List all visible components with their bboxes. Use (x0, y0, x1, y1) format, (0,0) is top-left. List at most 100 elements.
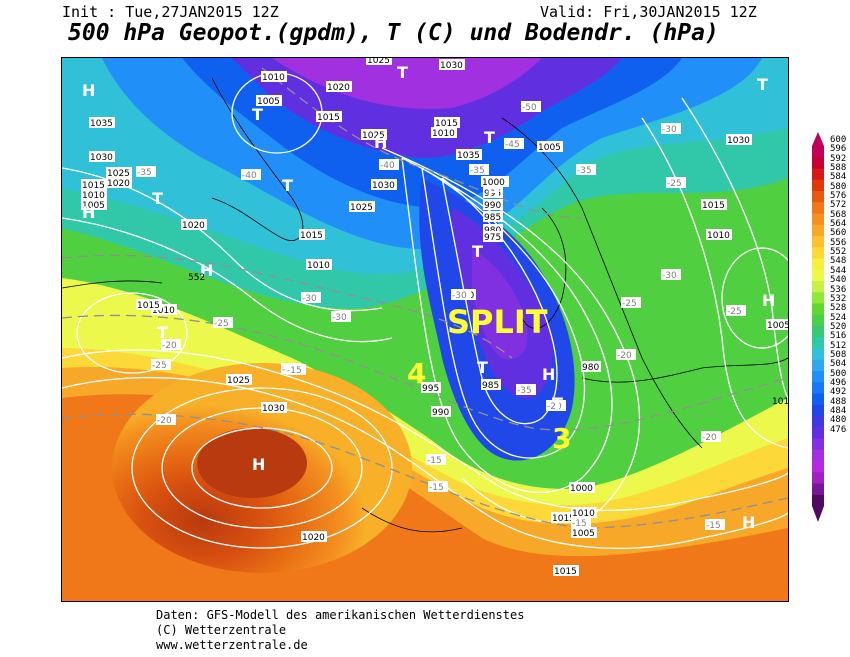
pressure-label: 995 (422, 384, 439, 394)
legend-value: 504 (830, 359, 847, 370)
pressure-label-bg (481, 379, 501, 390)
pressure-label: 1020 (327, 83, 350, 93)
pressure-label-bg (361, 129, 387, 140)
pressure-label-bg (106, 177, 132, 188)
pressure-label-bg (481, 176, 507, 187)
legend-swatch (812, 393, 824, 406)
legend-bottom-arrow (812, 506, 824, 522)
legend-swatch (812, 337, 824, 349)
legend-value: 536 (830, 284, 847, 295)
pressure-label-bg (366, 58, 392, 65)
low-pressure-symbol: T (484, 128, 495, 147)
temperature-label: -35 (470, 166, 485, 176)
annotation-3: 3 (552, 422, 571, 455)
temperature-label-bg (661, 269, 681, 280)
legend-value: 556 (830, 237, 847, 248)
pressure-label-bg (483, 211, 503, 222)
temperature-label: -25 (214, 319, 229, 329)
temperature-label-bg (136, 166, 156, 177)
temperature-label: -15 (706, 521, 721, 531)
legend-value: 588 (830, 163, 847, 174)
legend-swatch (812, 472, 824, 484)
pressure-label-bg (483, 224, 503, 235)
pressure-label-bg (431, 406, 451, 417)
pressure-label-bg (256, 95, 282, 106)
low-pressure-symbol: T (157, 323, 168, 342)
pressure-labels: 1035103010251020101510101005101010151020… (81, 58, 788, 577)
temperature-label: -40 (242, 171, 257, 181)
legend-swatch (812, 146, 824, 158)
legend-value: 520 (830, 321, 847, 332)
temperature-label-bg (546, 400, 566, 411)
temperature-label-bg (576, 164, 596, 175)
temperature-label: -30 (302, 294, 317, 304)
pressure-label-bg (181, 219, 207, 230)
temperature-label-bg (705, 519, 725, 530)
legend-value: 532 (830, 293, 847, 304)
low-pressure-symbol: T (252, 105, 263, 124)
pressure-label-bg (483, 187, 503, 198)
legend-value: 600 (830, 135, 847, 145)
pressure-label: 1020 (107, 179, 130, 189)
legend-swatch (812, 292, 824, 304)
pressure-label-bg (571, 507, 597, 518)
legend-swatch (812, 404, 824, 417)
pressure-label-bg (89, 117, 115, 128)
pressure-label-bg (301, 531, 327, 542)
pressure-label: 1030 (262, 404, 285, 414)
pressure-label: 1005 (257, 97, 280, 107)
low-pressure-symbol: T (282, 176, 293, 195)
pressure-label-bg (726, 134, 752, 145)
pressure-label: 990 (484, 201, 501, 211)
temperature-label-bg (426, 454, 446, 465)
legend-swatch (812, 427, 824, 439)
pressure-label-bg (569, 482, 595, 493)
temperature-label: -25 (152, 361, 167, 371)
legend-swatch (812, 202, 824, 214)
legend-value: 592 (830, 153, 847, 164)
legend-swatch (812, 314, 824, 327)
legend-swatch (812, 191, 824, 203)
temperature-label-bg (571, 517, 591, 528)
low-pressure-symbol: T (152, 189, 163, 208)
annotation-4: 4 (407, 357, 426, 390)
temperature-label-bg (379, 159, 399, 170)
pressure-label-bg (431, 127, 457, 138)
low-pressure-symbol: T (397, 63, 408, 82)
high-pressure-symbol: H (82, 203, 95, 222)
pressure-label-bg (766, 319, 788, 330)
temperature-label-bg (726, 305, 746, 316)
pressure-label: 1010 (262, 73, 285, 83)
pressure-label-bg (483, 199, 503, 210)
pressure-label-bg (581, 361, 601, 372)
pressure-label-bg (706, 229, 732, 240)
pressure-label: 1025 (367, 58, 390, 66)
legend-swatch (812, 213, 824, 226)
legend-swatch (812, 326, 824, 338)
label-101: 101 (772, 397, 788, 407)
pressure-label: 1015 (552, 514, 575, 524)
legend-value: 544 (830, 265, 847, 276)
legend-value: 580 (830, 181, 847, 192)
pressure-label: 980 (582, 363, 599, 373)
temperature-label-bg (504, 138, 524, 149)
map-canvas: 1035103010251020101510101005101010151020… (62, 58, 788, 601)
temperature-label-bg (331, 311, 351, 322)
valid-time: Valid: Fri,30JAN2015 12Z (540, 3, 757, 21)
temperature-label-bg (156, 414, 176, 425)
pressure-label: 995 (484, 189, 501, 199)
pressure-label-bg (316, 111, 342, 122)
pressure-label: 1010 (152, 306, 175, 316)
temperature-label: -15 (427, 456, 442, 466)
temperature-label-bg (151, 359, 171, 370)
high-pressure-symbol: H (82, 81, 95, 100)
legend-labels: 600 596 592 588 584 580 576 572 568 564 560 556 552 5… (830, 135, 847, 435)
temperature-label: -25 (727, 307, 742, 317)
pressure-label-bg (89, 151, 115, 162)
weather-map: 1035 1030 1025 1020 1015 1010 1005 1010 1015 1020… (61, 57, 789, 602)
legend-value: 496 (830, 377, 847, 388)
pressure-label: 1005 (82, 201, 105, 211)
temperature-label-bg (616, 349, 636, 360)
footer: Daten: GFS-Modell des amerikanischen Wet… (156, 608, 524, 653)
